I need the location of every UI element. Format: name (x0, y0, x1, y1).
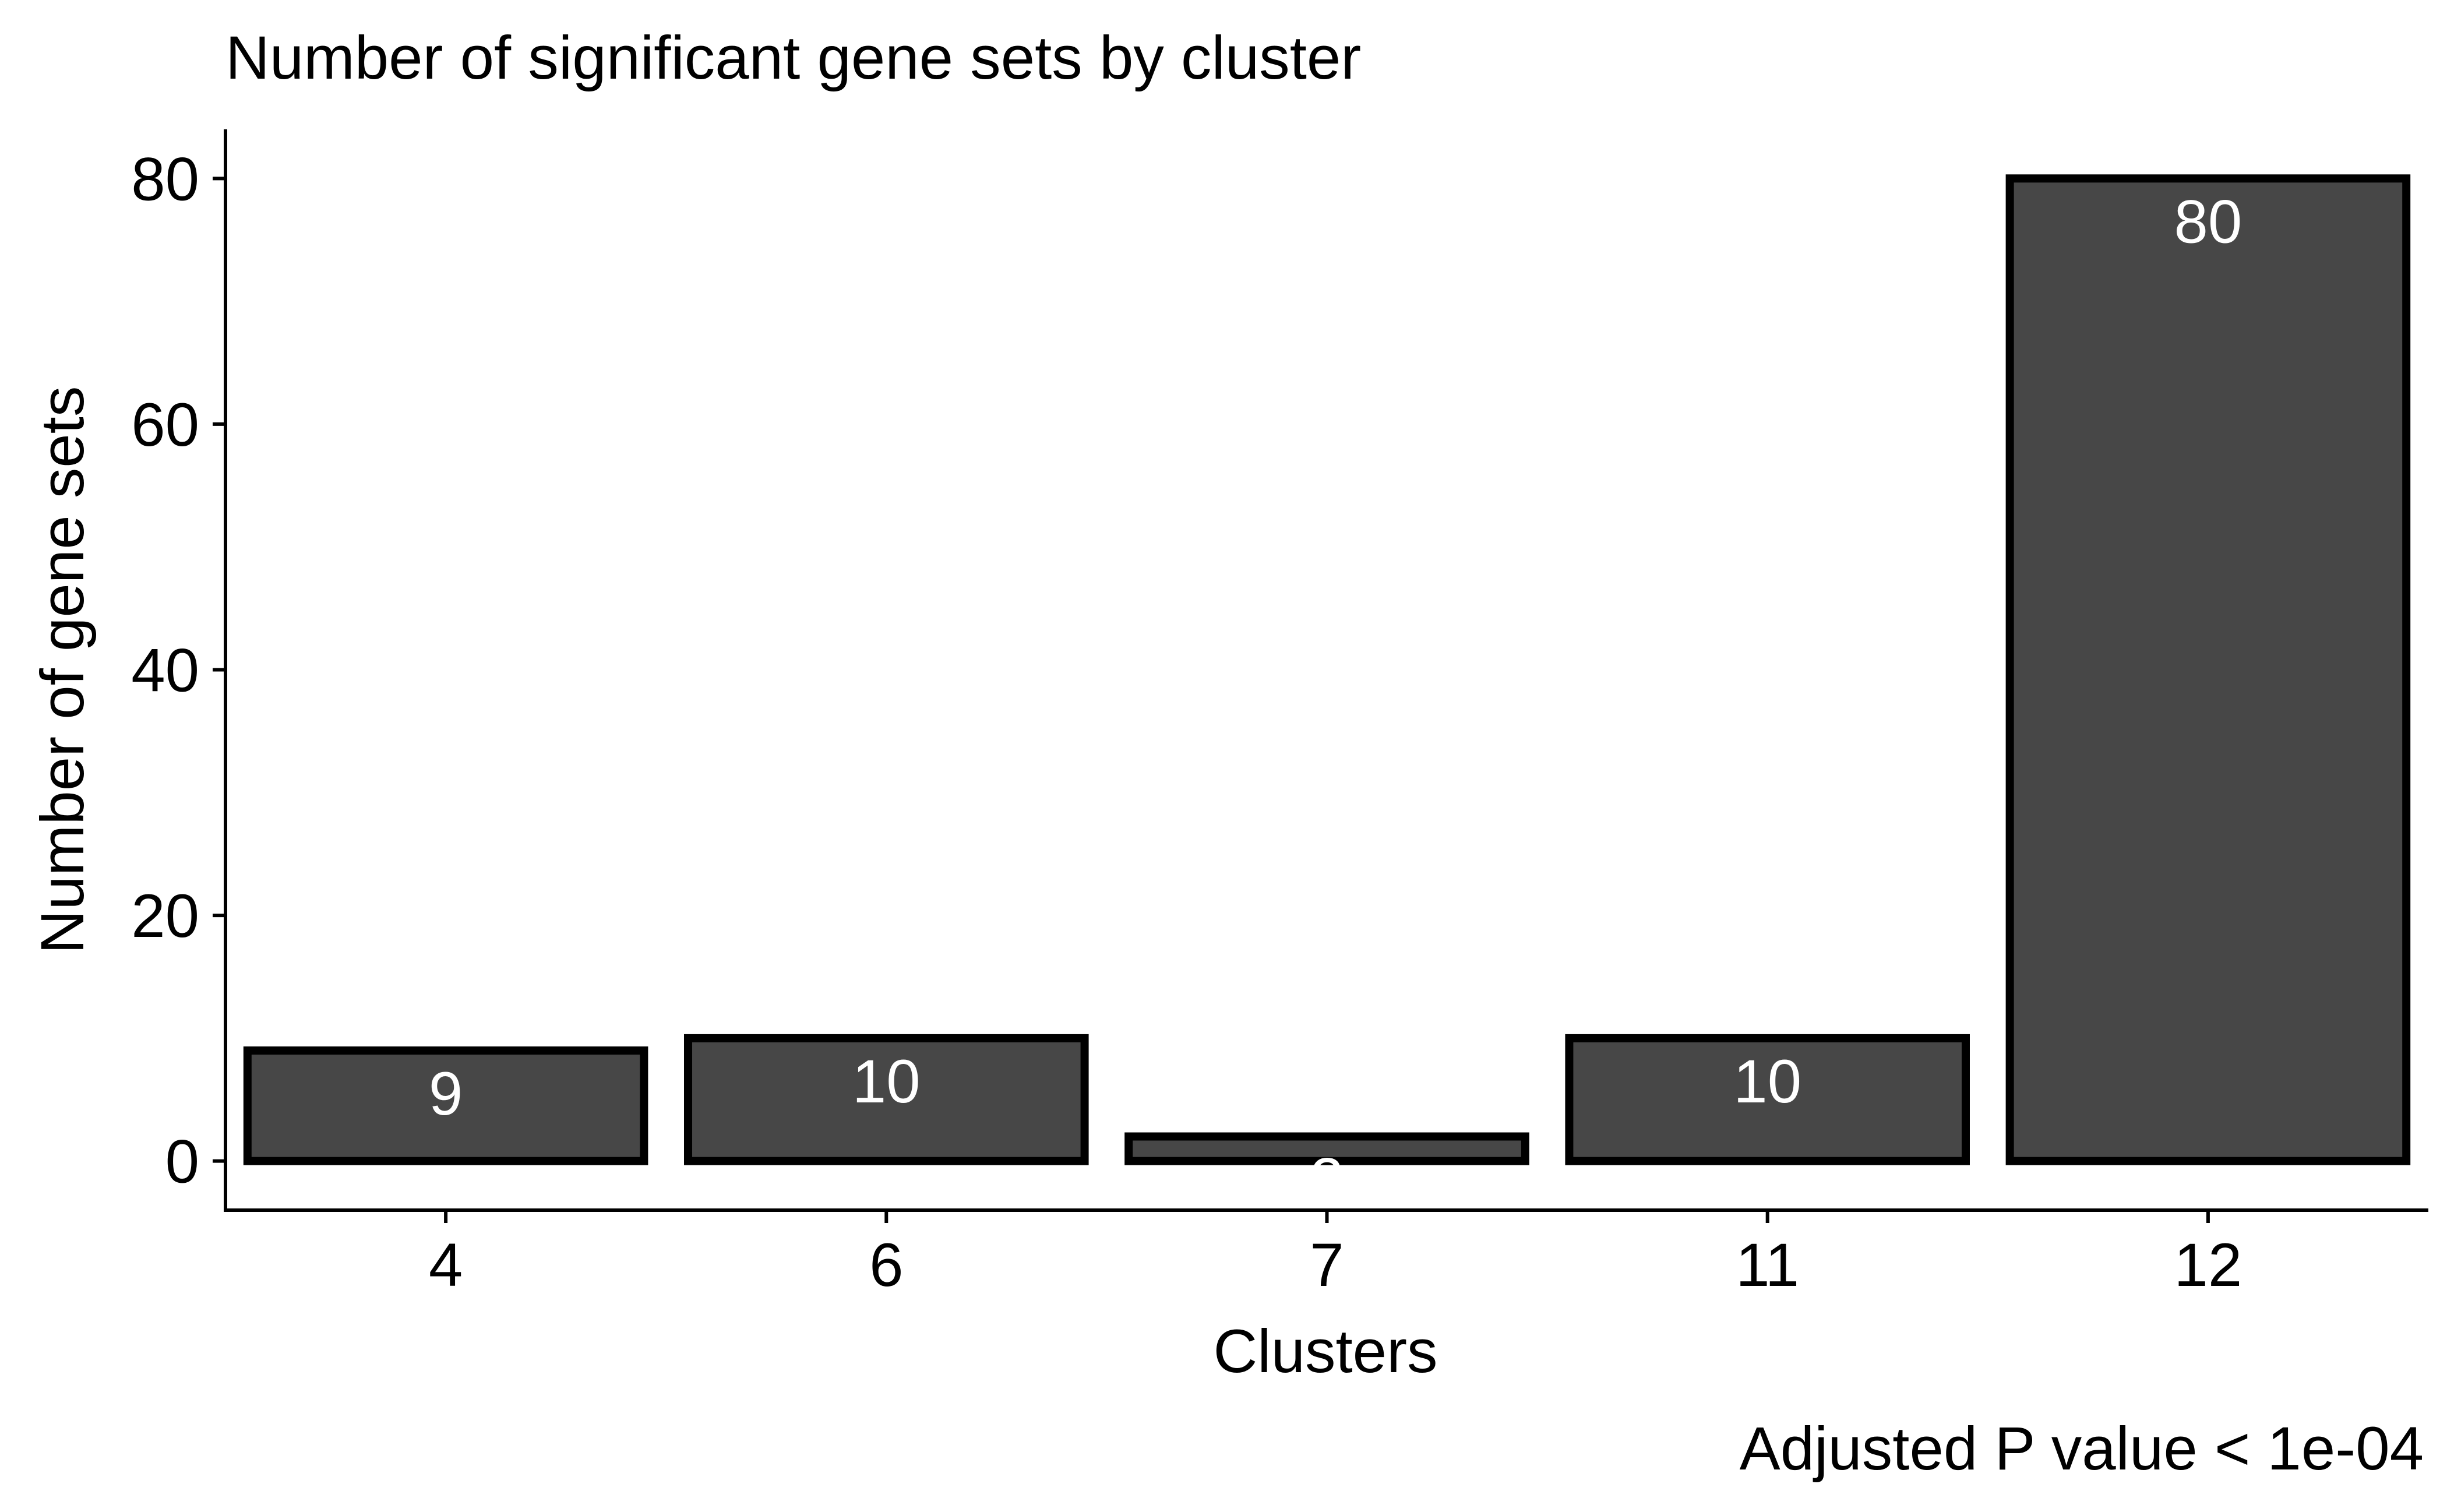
y-ticks-group: 0 20 40 60 80 (131, 145, 225, 1196)
bar-value-label-12: 80 (2174, 188, 2243, 256)
bar-11 (1565, 1034, 1970, 1165)
bar-7 (1124, 1132, 1529, 1165)
x-tick-label-6: 6 (869, 1231, 903, 1299)
bar-6 (684, 1034, 1089, 1165)
bars-group (243, 174, 2411, 1165)
y-axis-label: Number of gene sets (29, 386, 97, 954)
y-tick-label-40: 40 (131, 637, 199, 705)
bar-value-label-11: 10 (1733, 1048, 1801, 1116)
chart-caption: Adjusted P value < 1e-04 (1740, 1415, 2424, 1483)
bar-4 (243, 1046, 648, 1165)
y-tick-label-60: 60 (131, 391, 199, 459)
y-tick-label-0: 0 (165, 1128, 199, 1196)
x-tick-label-4: 4 (429, 1231, 463, 1299)
bar-value-label-6: 10 (852, 1048, 921, 1116)
y-tick-label-80: 80 (131, 145, 199, 213)
bar-labels-group: 9 10 2 10 80 (429, 188, 2242, 1214)
x-axis-label: Clusters (1213, 1317, 1437, 1386)
x-ticks-group: 4 6 7 11 12 (429, 1210, 2242, 1299)
bar-value-label-4: 9 (429, 1060, 463, 1128)
bar-12 (2005, 174, 2411, 1165)
x-tick-label-7: 7 (1310, 1231, 1344, 1299)
x-tick-label-11: 11 (1736, 1231, 1799, 1299)
chart-title: Number of significant gene sets by clust… (225, 24, 1361, 92)
y-tick-label-20: 20 (131, 882, 199, 950)
x-tick-label-12: 12 (2174, 1231, 2243, 1299)
bar-value-label-7: 2 (1310, 1146, 1344, 1214)
